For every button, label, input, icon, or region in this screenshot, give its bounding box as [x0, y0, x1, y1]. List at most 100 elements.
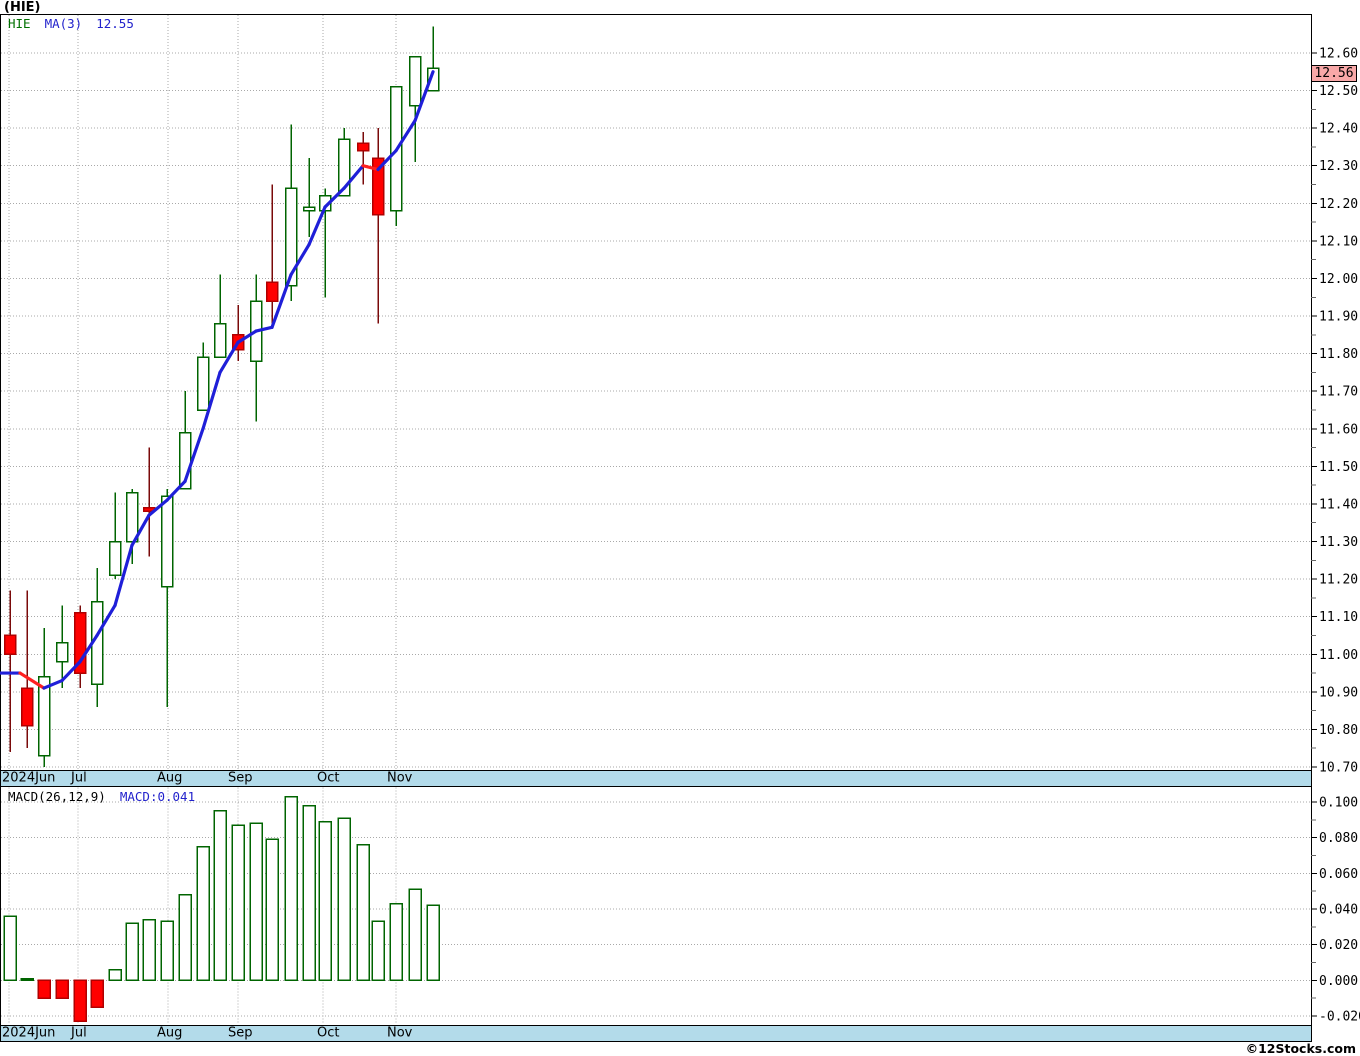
- svg-text:12.00: 12.00: [1319, 272, 1358, 287]
- month-label: Nov: [387, 1026, 413, 1041]
- svg-text:11.20: 11.20: [1319, 573, 1358, 588]
- svg-text:10.90: 10.90: [1319, 685, 1358, 700]
- candlestick: [284, 124, 298, 302]
- candlestick: [142, 447, 156, 557]
- month-labels: 2024Jun 2024Jun Jul Jul Aug Aug Sep Sep Oct Oct No…: [2, 771, 413, 1041]
- macd-bar: [371, 920, 385, 982]
- svg-text:12.30: 12.30: [1319, 159, 1358, 174]
- candlestick: [302, 158, 316, 238]
- macd-bar: [37, 979, 51, 999]
- macd-bar: [196, 845, 210, 982]
- month-label: Sep: [228, 1026, 253, 1041]
- macd-value-label: MACD:0.041: [119, 789, 196, 804]
- candlestick: [356, 131, 370, 185]
- month-strip-macd: [0, 1025, 1312, 1042]
- macd-bar: [73, 979, 87, 1023]
- macd-bar: [284, 795, 298, 982]
- macd-bar: [337, 817, 351, 982]
- macd-bar: [318, 820, 332, 982]
- svg-text:11.60: 11.60: [1319, 422, 1358, 437]
- month-strip-main: [0, 770, 1312, 787]
- macd-bar: [20, 977, 34, 982]
- month-label: Oct: [317, 771, 339, 786]
- svg-text:11.90: 11.90: [1319, 310, 1358, 325]
- chart-frames: [0, 14, 1312, 1042]
- svg-text:11.40: 11.40: [1319, 497, 1358, 512]
- ma-value: 12.55: [96, 16, 134, 31]
- main-chart-legend: HIE MA(3) 12.55: [8, 16, 134, 31]
- svg-text:11.50: 11.50: [1319, 460, 1358, 475]
- svg-text:0.100: 0.100: [1319, 796, 1358, 811]
- month-label: Jul: [70, 1026, 87, 1041]
- ma-label: MA(3): [44, 16, 83, 31]
- candlestick: [337, 128, 351, 197]
- price-axis-labels: 12.60 12.50 12.40 12.30 12.20 12.10 12.00 11.90…: [1311, 47, 1360, 1025]
- macd-bar: [389, 902, 403, 982]
- ma3-line: [0, 70, 435, 690]
- svg-text:12.20: 12.20: [1319, 197, 1358, 212]
- macd-bar: [160, 920, 174, 982]
- svg-text:0.080: 0.080: [1319, 831, 1358, 846]
- candlestick: [125, 488, 139, 565]
- candlestick: [55, 605, 69, 689]
- svg-text:11.80: 11.80: [1319, 347, 1358, 362]
- svg-text:0.040: 0.040: [1319, 903, 1358, 918]
- svg-text:0.020: 0.020: [1319, 938, 1358, 953]
- macd-bar: [231, 824, 245, 982]
- svg-text:12.40: 12.40: [1319, 122, 1358, 137]
- candlestick: [160, 488, 174, 707]
- svg-text:10.80: 10.80: [1319, 723, 1358, 738]
- svg-text:12.60: 12.60: [1319, 47, 1358, 62]
- window-title: (HIE): [4, 0, 41, 15]
- macd-legend: MACD(26,12,9) MACD:0.041: [8, 789, 195, 804]
- macd-params-label: MACD(26,12,9): [8, 789, 106, 804]
- candlestick: [196, 342, 210, 411]
- svg-text:11.10: 11.10: [1319, 610, 1358, 625]
- month-label: Jul: [70, 771, 87, 786]
- month-label: Oct: [317, 1026, 339, 1041]
- macd-bar: [249, 822, 263, 982]
- macd-bar: [3, 915, 17, 982]
- candlestick: [265, 184, 279, 324]
- copyright-watermark: ©12Stocks.com: [1245, 1041, 1356, 1056]
- macd-bar: [142, 918, 156, 982]
- svg-text:-0.020: -0.020: [1319, 1010, 1360, 1025]
- svg-text:0.060: 0.060: [1319, 867, 1358, 882]
- macd-bar: [90, 979, 104, 1008]
- macd-bar: [55, 979, 69, 999]
- macd-bar: [213, 810, 227, 982]
- candlestick: [426, 26, 440, 92]
- macd-bar: [408, 888, 422, 982]
- svg-text:11.00: 11.00: [1319, 648, 1358, 663]
- candlestick: [37, 627, 51, 767]
- ticker-symbol-label: HIE: [8, 16, 31, 31]
- candlestick: [249, 274, 263, 422]
- month-label: Nov: [387, 771, 413, 786]
- month-label: Sep: [228, 771, 253, 786]
- svg-text:10.70: 10.70: [1319, 761, 1358, 776]
- svg-text:12.10: 12.10: [1319, 234, 1358, 249]
- macd-bar: [356, 844, 370, 982]
- gridlines: [1, 15, 1310, 1025]
- macd-bar: [178, 893, 192, 982]
- svg-text:12.50: 12.50: [1319, 84, 1358, 99]
- month-label: Aug: [157, 1026, 182, 1041]
- candlestick: [213, 274, 227, 359]
- last-price-tag: 12.56: [1311, 65, 1357, 82]
- macd-bar: [125, 922, 139, 982]
- month-label: 2024Jun: [2, 1026, 55, 1041]
- svg-text:11.30: 11.30: [1319, 535, 1358, 550]
- macd-bar: [108, 968, 122, 982]
- macd-bar: [302, 804, 316, 982]
- month-label: 2024Jun: [2, 771, 55, 786]
- candlestick-series: [3, 26, 440, 767]
- candlestick: [231, 304, 245, 362]
- macd-bar: [426, 904, 440, 982]
- macd-bar: [265, 838, 279, 982]
- candlestick: [20, 590, 34, 749]
- candlestick: [371, 128, 385, 324]
- macd-bar-series: [3, 795, 440, 1023]
- candlestick: [73, 605, 87, 689]
- svg-text:11.70: 11.70: [1319, 385, 1358, 400]
